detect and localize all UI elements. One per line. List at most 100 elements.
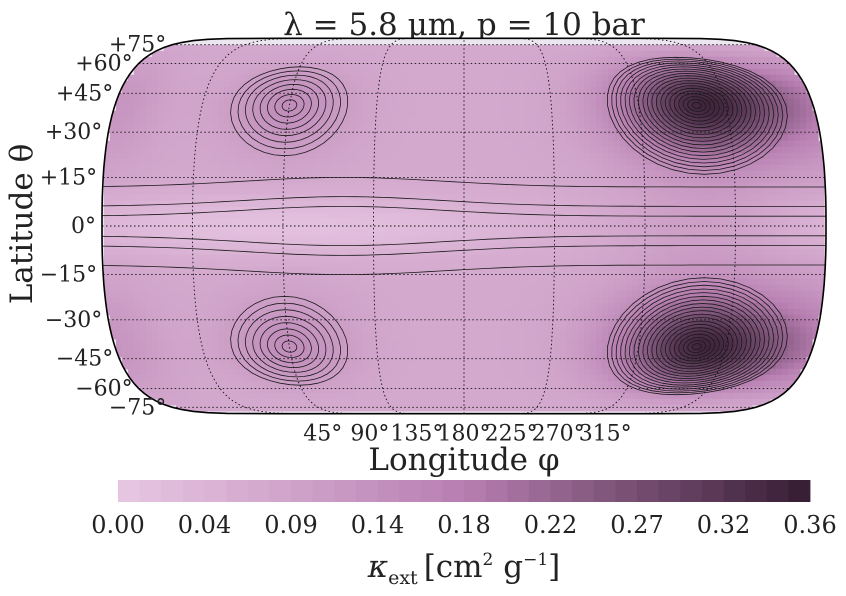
heatmap-cell	[560, 56, 567, 64]
heatmap-cell	[374, 218, 381, 226]
heatmap-cell	[464, 242, 471, 250]
heatmap-cell	[380, 170, 387, 178]
heatmap-cell	[764, 104, 771, 112]
heatmap-cell	[326, 56, 333, 64]
heatmap-cell	[476, 152, 483, 160]
heatmap-cell	[536, 50, 543, 58]
heatmap-cell	[398, 98, 405, 106]
heatmap-cell	[446, 278, 453, 286]
heatmap-cell	[152, 170, 159, 178]
heatmap-cell	[692, 80, 699, 88]
heatmap-cell	[392, 92, 399, 100]
heatmap-cell	[134, 200, 141, 208]
heatmap-cell	[788, 272, 795, 280]
heatmap-cell	[260, 200, 267, 208]
heatmap-cell	[188, 116, 195, 124]
heatmap-cell	[110, 230, 117, 238]
heatmap-cell	[458, 200, 465, 208]
heatmap-cell	[140, 284, 147, 292]
heatmap-cell	[812, 158, 819, 166]
heatmap-cell	[746, 278, 753, 286]
heatmap-cell	[524, 176, 531, 184]
heatmap-cell	[470, 194, 477, 202]
heatmap-cell	[200, 272, 207, 280]
heatmap-cell	[746, 248, 753, 256]
heatmap-cell	[374, 50, 381, 58]
heatmap-cell	[548, 158, 555, 166]
heatmap-cell	[176, 260, 183, 268]
heatmap-cell	[680, 254, 687, 262]
heatmap-cell	[386, 164, 393, 172]
heatmap-cell	[182, 296, 189, 304]
heatmap-cell	[182, 146, 189, 154]
heatmap-cell	[176, 116, 183, 124]
heatmap-cell	[506, 92, 513, 100]
heatmap-cell	[380, 80, 387, 88]
heatmap-cell	[668, 242, 675, 250]
heatmap-cell	[302, 110, 309, 118]
heatmap-cell	[680, 86, 687, 94]
heatmap-cell	[116, 224, 123, 232]
heatmap-cell	[158, 170, 165, 178]
heatmap-cell	[578, 146, 585, 154]
heatmap-cell	[500, 170, 507, 178]
heatmap-cell	[500, 110, 507, 118]
heatmap-cell	[314, 284, 321, 292]
heatmap-cell	[584, 272, 591, 280]
heatmap-cell	[152, 206, 159, 214]
heatmap-cell	[770, 74, 777, 82]
heatmap-cell	[602, 152, 609, 160]
heatmap-cell	[776, 92, 783, 100]
heatmap-cell	[368, 50, 375, 58]
heatmap-cell	[116, 152, 123, 160]
heatmap-cell	[590, 92, 597, 100]
heatmap-cell	[788, 188, 795, 196]
heatmap-cell	[242, 266, 249, 274]
heatmap-cell	[476, 122, 483, 130]
heatmap-cell	[164, 254, 171, 262]
heatmap-cell	[344, 212, 351, 220]
heatmap-cell	[206, 134, 213, 142]
heatmap-cell	[302, 44, 309, 52]
heatmap-cell	[410, 104, 417, 112]
heatmap-cell	[170, 194, 177, 202]
heatmap-cell	[236, 80, 243, 88]
heatmap-cell	[284, 188, 291, 196]
heatmap-cell	[332, 230, 339, 238]
heatmap-cell	[254, 206, 261, 214]
heatmap-cell	[326, 260, 333, 268]
heatmap-cell	[524, 290, 531, 298]
heatmap-cell	[188, 140, 195, 148]
heatmap-cell	[734, 188, 741, 196]
heatmap-cell	[794, 284, 801, 292]
heatmap-cell	[152, 296, 159, 304]
heatmap-cell	[308, 74, 315, 82]
heatmap-cell	[158, 224, 165, 232]
heatmap-cell	[308, 110, 315, 118]
heatmap-cell	[782, 248, 789, 256]
heatmap-cell	[560, 200, 567, 208]
heatmap-cell	[194, 272, 201, 280]
heatmap-cell	[782, 218, 789, 226]
heatmap-cell	[290, 158, 297, 166]
heatmap-cell	[560, 218, 567, 226]
heatmap-cell	[548, 92, 555, 100]
heatmap-cell	[392, 158, 399, 166]
heatmap-cell	[506, 104, 513, 112]
heatmap-cell	[590, 122, 597, 130]
heatmap-cell	[434, 188, 441, 196]
heatmap-cell	[428, 230, 435, 238]
heatmap-cell	[104, 140, 111, 148]
heatmap-cell	[176, 62, 183, 70]
heatmap-cell	[134, 140, 141, 148]
heatmap-cell	[158, 164, 165, 172]
heatmap-cell	[188, 44, 195, 52]
heatmap-cell	[572, 68, 579, 76]
heatmap-cell	[200, 62, 207, 70]
heatmap-cell	[494, 218, 501, 226]
heatmap-cell	[122, 170, 129, 178]
heatmap-cell	[608, 92, 615, 100]
heatmap-cell	[224, 206, 231, 214]
heatmap-cell	[104, 218, 111, 226]
heatmap-cell	[266, 254, 273, 262]
